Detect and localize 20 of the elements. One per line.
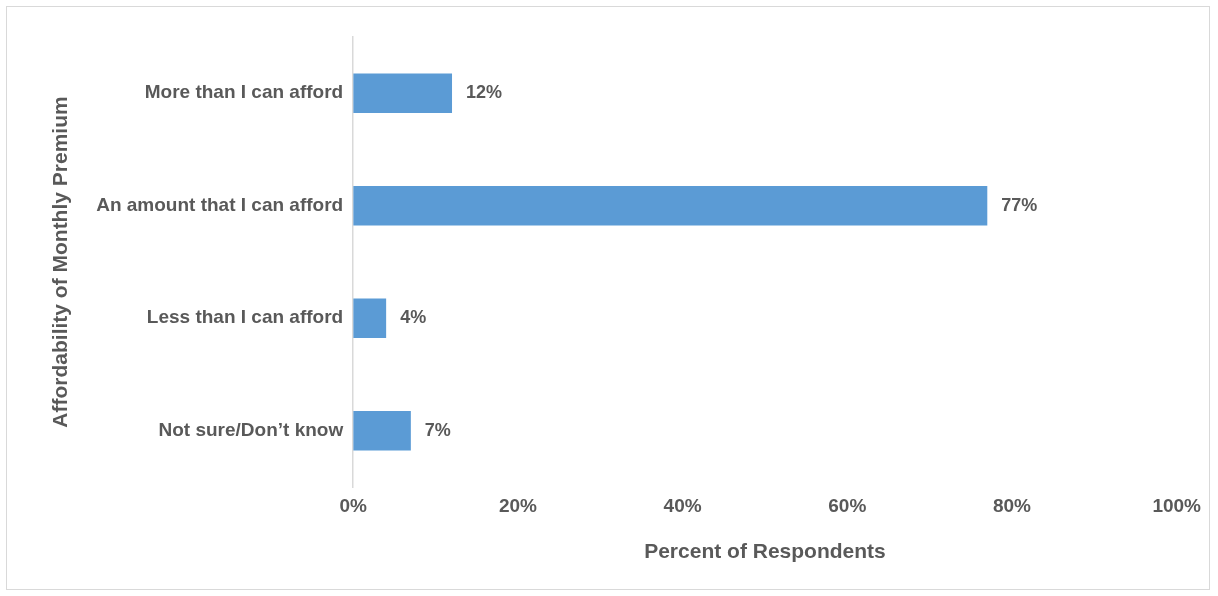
data-label: 4% [400,307,427,328]
bar [353,186,988,226]
data-label: 7% [424,419,451,440]
y-axis-title: Affordability of Monthly Premium [48,96,72,428]
x-tick-label: 20% [498,494,538,516]
x-tick-label: 40% [663,494,702,516]
x-tick-label: 80% [992,494,1032,516]
x-tick-label: 60% [828,494,867,516]
data-label: 77% [1001,194,1038,215]
data-label: 12% [466,82,503,103]
bar [353,411,411,451]
x-tick-label: 0% [339,494,368,516]
y-tick-label: Not sure/Don’t know [158,418,344,440]
x-axis-title: Percent of Respondents [644,539,886,563]
x-tick-label: 100% [1152,494,1202,516]
bar [353,298,387,338]
bar [353,73,453,113]
y-tick-label: Less than I can afford [146,306,344,328]
y-tick-label: More than I can afford [144,81,344,103]
y-tick-label: An amount that I can afford [96,193,344,215]
